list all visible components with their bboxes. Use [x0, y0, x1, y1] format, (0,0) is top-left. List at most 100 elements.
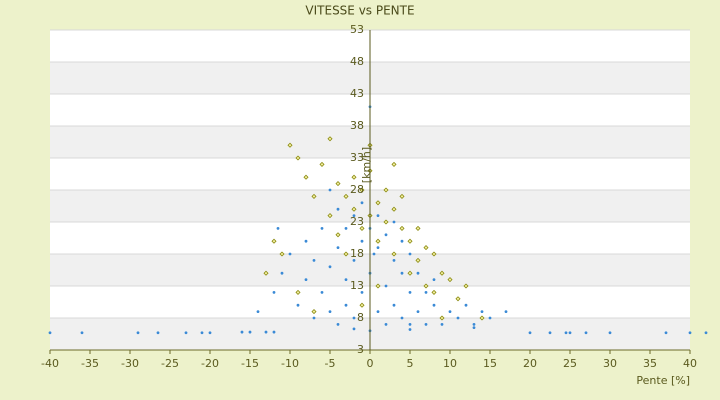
x-tick-label: 0	[367, 357, 374, 370]
data-point	[423, 245, 429, 251]
x-tick-label: -5	[325, 357, 336, 370]
y-tick-label: 33	[350, 151, 364, 164]
data-point	[440, 323, 444, 326]
data-point	[272, 291, 276, 294]
data-point	[312, 259, 316, 262]
y-tick-label: 13	[350, 279, 364, 292]
data-point	[352, 259, 356, 262]
data-point	[328, 265, 332, 269]
data-point	[399, 193, 405, 199]
x-tick-label: 35	[643, 357, 657, 370]
data-point	[584, 331, 588, 335]
y-tick-label: 23	[350, 215, 364, 228]
data-point	[432, 278, 436, 281]
data-point	[359, 225, 365, 231]
data-point	[375, 238, 381, 244]
data-point	[472, 326, 476, 329]
y-tick-label: 28	[350, 183, 364, 196]
data-point	[327, 213, 333, 219]
data-point	[463, 283, 469, 289]
data-point	[343, 193, 349, 199]
y-tick-label: 53	[350, 23, 364, 36]
x-tick-label: -25	[161, 357, 179, 370]
data-point	[704, 331, 708, 335]
data-point	[304, 278, 308, 281]
data-point	[360, 291, 364, 294]
data-point	[431, 251, 437, 257]
data-point	[303, 174, 309, 180]
data-point	[431, 289, 437, 295]
x-tick-label: 10	[443, 357, 457, 370]
data-point	[280, 271, 284, 275]
data-point	[448, 310, 452, 313]
x-tick-label: 5	[407, 357, 414, 370]
data-point	[400, 271, 404, 275]
data-point	[439, 315, 445, 321]
data-point	[156, 331, 160, 335]
data-point	[288, 252, 292, 256]
x-tick-label: 15	[483, 357, 497, 370]
data-point	[407, 238, 413, 244]
data-point	[400, 316, 404, 320]
data-point	[320, 227, 324, 230]
data-point	[447, 277, 453, 283]
chart-title: VITESSE vs PENTE	[305, 4, 414, 18]
data-point	[479, 315, 485, 321]
data-point	[343, 251, 349, 257]
data-point	[335, 181, 341, 187]
y-tick-label: 43	[350, 87, 364, 100]
data-point	[416, 310, 420, 313]
data-point	[664, 331, 668, 335]
data-point	[360, 201, 364, 205]
data-point	[359, 302, 365, 308]
data-point	[439, 270, 445, 276]
data-point	[464, 303, 468, 307]
data-point	[528, 331, 532, 335]
data-point	[432, 303, 436, 307]
data-point	[375, 283, 381, 289]
data-point	[392, 220, 396, 224]
y-axis-title: [km/h]	[360, 147, 373, 183]
data-point	[240, 330, 244, 334]
x-tick-label: 25	[563, 357, 577, 370]
data-point	[311, 309, 317, 315]
data-point	[456, 316, 460, 320]
data-point	[295, 289, 301, 295]
x-tick-label: 30	[603, 357, 617, 370]
data-point	[472, 323, 476, 326]
x-tick-label: 20	[523, 357, 537, 370]
data-point	[184, 331, 188, 335]
data-point	[335, 232, 341, 238]
x-tick-label: 40	[683, 357, 697, 370]
data-point	[344, 303, 348, 307]
data-point	[408, 252, 412, 256]
data-point	[415, 225, 421, 231]
data-point	[352, 316, 356, 320]
data-point	[344, 278, 348, 281]
data-point	[272, 330, 276, 334]
data-point	[352, 214, 356, 218]
data-point	[48, 331, 52, 335]
data-point	[359, 187, 365, 193]
data-point	[424, 323, 428, 326]
y-tick-label: 38	[350, 119, 364, 132]
data-point	[688, 331, 692, 335]
data-point	[480, 310, 484, 313]
data-point	[375, 200, 381, 206]
data-point	[416, 271, 420, 275]
data-point	[564, 331, 568, 335]
data-point	[352, 327, 356, 331]
data-point	[328, 310, 332, 313]
data-point	[312, 316, 316, 320]
data-point	[376, 214, 380, 218]
data-point	[276, 227, 280, 230]
data-point	[384, 323, 388, 326]
data-point	[295, 155, 301, 161]
data-point	[271, 238, 277, 244]
data-point	[415, 257, 421, 263]
data-point	[351, 206, 357, 212]
x-tick-label: -15	[241, 357, 259, 370]
data-point	[311, 193, 317, 199]
data-point	[488, 316, 492, 320]
